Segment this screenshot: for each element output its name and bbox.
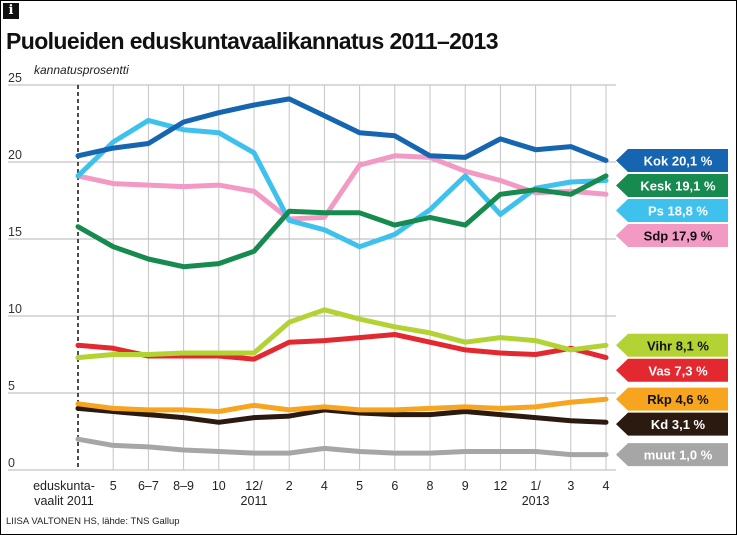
x-tick-label: 12/ [245, 479, 263, 493]
legend-label-muut: muut 1,0 % [644, 448, 713, 463]
chart-title: Puolueiden eduskuntavaalikannatus 2011–2… [6, 28, 499, 54]
info-icon: i [3, 3, 19, 19]
x-tick-label: 6–7 [138, 479, 159, 493]
series-line-rkp [75, 396, 609, 414]
legend-label-ps: Ps 18,8 % [648, 203, 708, 218]
series-line-kok [75, 96, 609, 163]
x-tick-label: 4 [321, 479, 328, 493]
x-tick-label: 1/ [530, 479, 541, 493]
legend-tag-ps [616, 198, 728, 222]
y-tick-label: 15 [8, 225, 22, 239]
x-tick-label: 10 [212, 479, 226, 493]
legend-tag-vas [616, 358, 728, 382]
x-tick-label: 12 [493, 479, 507, 493]
x-tick-label: 2 [286, 479, 293, 493]
legend-label-kd: Kd 3,1 % [651, 417, 706, 432]
legend-tag-kd [616, 412, 728, 436]
legend-label-vihr: Vihr 8,1 % [647, 338, 709, 353]
x-tick-label: 8–9 [173, 479, 194, 493]
legend-label-sdp: Sdp 17,9 % [644, 228, 713, 243]
legend-label-kok: Kok 20,1 % [644, 153, 713, 168]
series-line-vihr [75, 307, 609, 361]
x-tick-label: 6 [391, 479, 398, 493]
x-tick-label: 3 [567, 479, 574, 493]
x-tick-label: vaalit 2011 [34, 494, 94, 508]
legend-tag-rkp [616, 387, 728, 411]
legend-tag-kok [616, 148, 728, 172]
legend-label-vas: Vas 7,3 % [648, 363, 708, 378]
y-tick-label: 10 [8, 302, 22, 316]
series-line-sdp [75, 153, 609, 222]
x-tick-label: eduskunta- [33, 479, 95, 493]
legend-label-kesk: Kesk 19,1 % [640, 178, 716, 193]
x-tick-label: 2013 [522, 494, 550, 508]
legend-tag-sdp [616, 223, 728, 247]
x-tick-label: 9 [462, 479, 469, 493]
series-line-kesk [75, 173, 609, 270]
y-tick-label: 25 [8, 71, 22, 85]
y-axis-label: kannatusprosentti [34, 63, 129, 77]
y-tick-label: 20 [8, 148, 22, 162]
series-line-kd [75, 405, 609, 425]
source-credit: LIISA VALTONEN HS, lähde: TNS Gallup [6, 516, 180, 527]
x-tick-label: 4 [603, 479, 610, 493]
y-tick-label: 5 [8, 379, 15, 393]
legend-tag-muut [616, 443, 728, 467]
series-line-muut [75, 436, 609, 458]
x-tick-label: 5 [110, 479, 117, 493]
y-tick-label: 0 [8, 456, 15, 470]
x-tick-label: 5 [356, 479, 363, 493]
series-line-ps [75, 117, 609, 250]
legend-tag-kesk [616, 173, 728, 197]
legend-tag-vihr [616, 333, 728, 357]
x-tick-label: 8 [427, 479, 434, 493]
x-tick-label: 2011 [241, 494, 268, 508]
legend-label-rkp: Rkp 4,6 % [647, 392, 709, 407]
